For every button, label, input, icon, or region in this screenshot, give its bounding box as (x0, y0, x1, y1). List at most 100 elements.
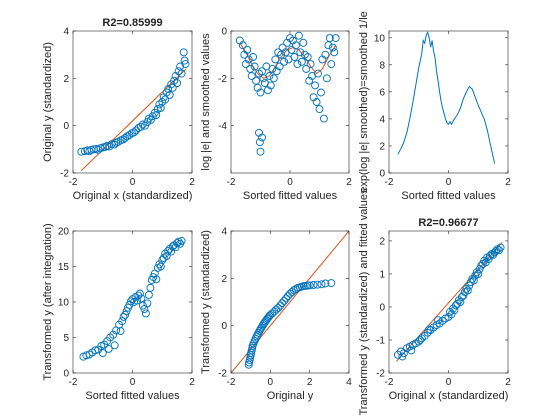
x-tick-label: 2 (189, 177, 195, 188)
data-point (244, 55, 253, 64)
data-point (105, 142, 114, 151)
y-axis-label: Transformed y (standardized) and fitted … (358, 188, 370, 416)
data-point (299, 38, 308, 47)
x-tick-label: 4 (346, 377, 352, 388)
data-point (173, 79, 182, 88)
data-point (450, 306, 459, 315)
data-point (303, 281, 312, 290)
y-tick-label: 4 (221, 227, 227, 238)
data-point (311, 81, 320, 90)
x-axis-label: Sorted fitted values (85, 390, 180, 402)
y-axis-label: exp(log |e| smoothed)=smoothed 1/le (358, 11, 370, 193)
subplot-title: R2=0.85999 (102, 17, 162, 29)
x-tick-label: 0 (446, 377, 452, 388)
plot-area (397, 31, 496, 164)
axes-box (230, 230, 350, 374)
data-point (425, 325, 434, 334)
data-point (463, 286, 472, 295)
y-tick-label: 5 (63, 333, 69, 344)
data-point (280, 296, 289, 305)
plot-area (77, 48, 190, 171)
data-point (179, 48, 188, 57)
data-point (297, 57, 306, 66)
data-point (173, 239, 182, 248)
data-point (255, 138, 264, 147)
data-point (174, 237, 183, 246)
data-point (282, 294, 291, 303)
data-point (317, 88, 325, 97)
y-tick-label: -2 (218, 74, 227, 85)
data-point (152, 111, 161, 119)
data-point (293, 60, 302, 69)
data-point (327, 60, 336, 69)
x-tick-label: 0 (446, 177, 452, 188)
data-point (133, 296, 141, 305)
x-tick-label: -2 (385, 377, 394, 388)
data-point (114, 137, 123, 146)
plot-area (231, 231, 349, 373)
y-tick-label: -4 (218, 121, 227, 132)
data-point (134, 291, 143, 300)
data-point (407, 346, 416, 355)
x-axis-label: Original y (267, 390, 314, 402)
data-point (456, 298, 465, 306)
data-point (322, 74, 331, 83)
data-point (127, 297, 135, 306)
data-point (321, 279, 330, 288)
data-point (319, 114, 328, 123)
data-point (138, 120, 147, 129)
data-point (136, 122, 145, 131)
data-point (286, 34, 294, 43)
data-point (243, 45, 252, 54)
data-point (122, 307, 131, 316)
data-point (109, 330, 118, 339)
data-point (474, 269, 483, 278)
data-point (91, 346, 100, 355)
plot-area (393, 242, 505, 362)
data-point (256, 147, 265, 156)
data-point (300, 50, 309, 59)
data-point (469, 276, 478, 285)
data-point (330, 48, 339, 57)
x-tick-label: 2 (307, 377, 313, 388)
smoothed-line (239, 42, 337, 79)
data-point (164, 246, 173, 255)
data-point (305, 281, 314, 290)
data-point (314, 69, 322, 78)
data-point (496, 243, 505, 252)
y-tick-label: 20 (58, 227, 70, 238)
data-point (104, 344, 113, 353)
data-point (121, 310, 130, 319)
y-tick-label: 0 (63, 369, 69, 380)
subplot-5: -2 0 2 4 -2 0 2 4 Original y Transformed y (stand… (200, 227, 352, 403)
data-point (321, 50, 330, 59)
data-point (110, 341, 119, 350)
data-point (272, 305, 281, 314)
data-point (416, 336, 425, 344)
data-point (268, 64, 277, 73)
data-point (158, 98, 167, 106)
data-point (291, 41, 300, 50)
subplot-6: -2 0 2 -2 -1 0 1 2 R2=0.96677 Original x (standar… (358, 188, 511, 416)
plot-area (79, 236, 186, 361)
data-point (265, 312, 274, 321)
y-tick-label: -2 (376, 369, 385, 380)
data-point (328, 43, 337, 52)
x-tick-label: 2 (189, 377, 195, 388)
data-point (296, 48, 305, 57)
plot-area (235, 31, 340, 156)
x-tick-label: 0 (287, 177, 293, 188)
y-tick-label: -1 (376, 335, 385, 346)
data-point (312, 98, 321, 106)
y-tick-label: 0 (379, 302, 385, 313)
data-point (287, 45, 296, 54)
data-point (274, 303, 283, 312)
data-point (158, 256, 167, 265)
x-axis-label: Sorted fitted values (243, 190, 338, 202)
data-point (309, 281, 318, 289)
y-tick-label: 0 (63, 121, 69, 132)
y-tick-label: 6 (379, 87, 385, 98)
data-point (167, 247, 176, 256)
